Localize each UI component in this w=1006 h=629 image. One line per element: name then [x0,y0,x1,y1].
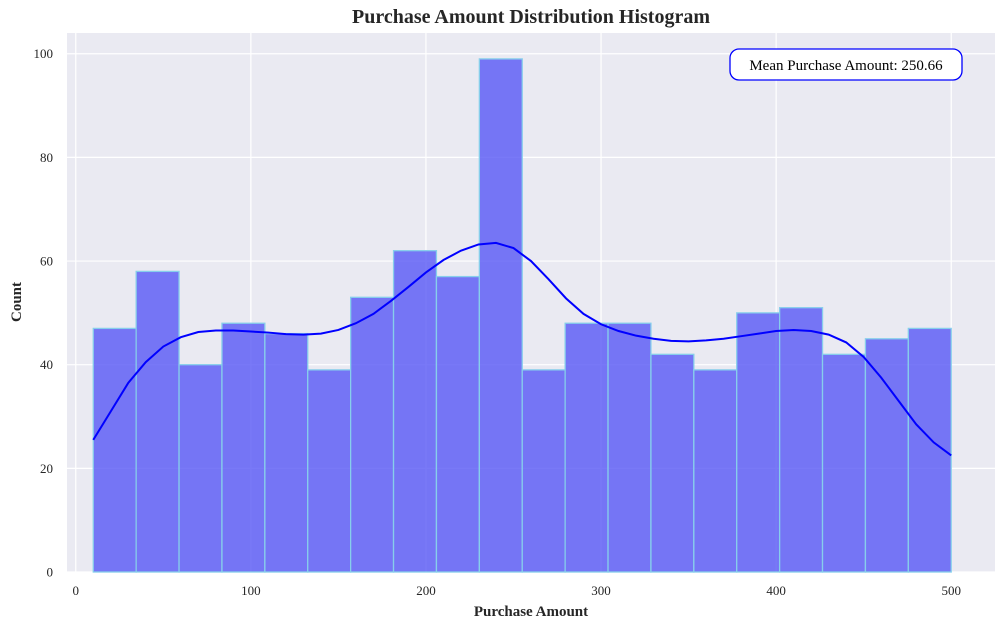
y-axis-title: Count [9,282,25,322]
x-tick-label: 200 [416,583,436,598]
x-axis-title: Purchase Amount [474,604,588,620]
histogram-bar [607,322,652,573]
y-tick-label: 60 [40,254,53,269]
x-tick-labels: 0 100 200 300 400 500 [73,583,961,598]
histogram-bar [864,338,909,573]
mean-annotation: Mean Purchase Amount: 250.66 [729,48,963,81]
histogram-bar [736,312,781,573]
chart-title: Purchase Amount Distribution Histogram [352,6,710,28]
histogram-bar [307,369,352,573]
histogram-bar [907,327,952,573]
histogram-bar [221,322,266,573]
histogram-bar [821,353,867,573]
histogram-bar [350,296,395,573]
histogram-bar [521,369,566,573]
histogram-bar [778,307,824,573]
y-tick-label: 20 [40,461,53,476]
x-tick-label: 400 [766,583,786,598]
x-tick-label: 100 [241,583,261,598]
x-tick-label: 300 [591,583,611,598]
y-tick-label: 0 [47,565,54,580]
histogram-bar [478,58,523,573]
y-tick-label: 40 [40,357,53,372]
histogram-bar [650,353,695,573]
histogram-bars [92,58,952,573]
x-tick-label: 500 [941,583,961,598]
histogram-bar [564,322,609,573]
x-tick-label: 0 [73,583,80,598]
histogram-bar [92,327,137,573]
annotation-box [729,48,963,81]
histogram-bar [392,250,438,573]
histogram-bar [435,275,480,573]
histogram-bar [693,369,738,573]
kde-curve [92,241,952,457]
histogram-bar [264,332,309,573]
y-tick-label: 80 [40,150,53,165]
annotation-text: Mean Purchase Amount: 250.66 [749,58,943,74]
y-tick-labels: 0 20 40 60 80 100 [34,46,54,579]
y-tick-label: 100 [34,46,54,61]
histogram-bar [135,270,180,573]
histogram-bar [178,364,223,573]
